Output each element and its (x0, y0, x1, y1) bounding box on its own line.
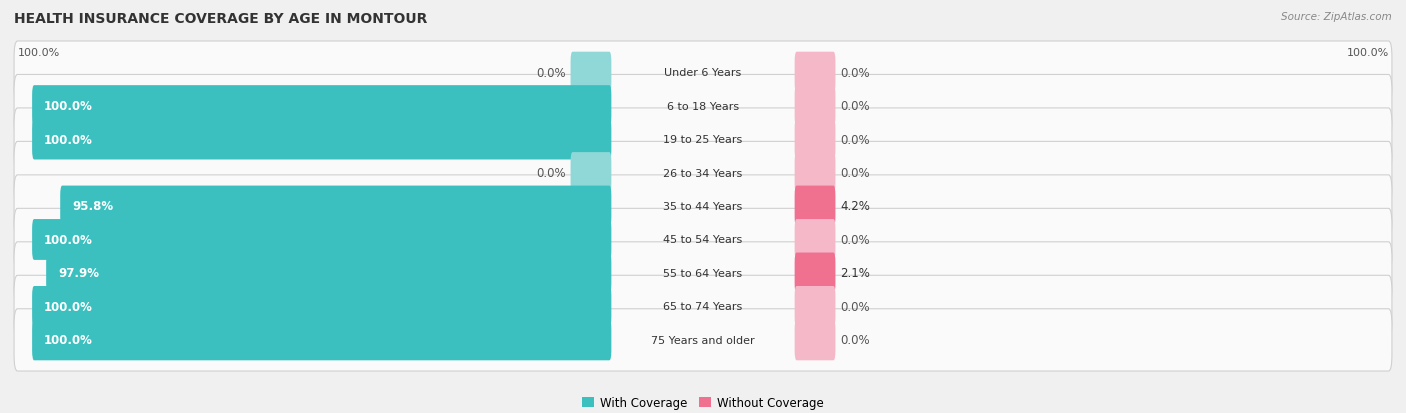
FancyBboxPatch shape (571, 52, 612, 93)
Text: 100.0%: 100.0% (17, 48, 59, 58)
Legend: With Coverage, Without Coverage: With Coverage, Without Coverage (578, 392, 828, 413)
Text: 0.0%: 0.0% (841, 66, 870, 79)
FancyBboxPatch shape (794, 186, 835, 227)
Text: 55 to 64 Years: 55 to 64 Years (664, 268, 742, 278)
Text: 0.0%: 0.0% (536, 166, 565, 180)
Text: 0.0%: 0.0% (536, 66, 565, 79)
FancyBboxPatch shape (794, 86, 835, 127)
FancyBboxPatch shape (794, 253, 835, 294)
Text: 0.0%: 0.0% (841, 334, 870, 347)
FancyBboxPatch shape (794, 119, 835, 160)
Text: 0.0%: 0.0% (841, 300, 870, 313)
Text: 2.1%: 2.1% (841, 267, 870, 280)
Text: 100.0%: 100.0% (44, 133, 93, 146)
FancyBboxPatch shape (14, 209, 1392, 271)
Text: 0.0%: 0.0% (841, 166, 870, 180)
Text: Source: ZipAtlas.com: Source: ZipAtlas.com (1281, 12, 1392, 22)
Text: 0.0%: 0.0% (841, 233, 870, 247)
FancyBboxPatch shape (14, 309, 1392, 371)
Text: 4.2%: 4.2% (841, 200, 870, 213)
FancyBboxPatch shape (32, 220, 612, 260)
FancyBboxPatch shape (32, 119, 612, 160)
FancyBboxPatch shape (14, 109, 1392, 171)
Text: 26 to 34 Years: 26 to 34 Years (664, 168, 742, 178)
FancyBboxPatch shape (14, 275, 1392, 338)
FancyBboxPatch shape (794, 153, 835, 193)
FancyBboxPatch shape (14, 176, 1392, 237)
FancyBboxPatch shape (571, 153, 612, 193)
FancyBboxPatch shape (14, 75, 1392, 138)
FancyBboxPatch shape (46, 253, 612, 294)
Text: 6 to 18 Years: 6 to 18 Years (666, 101, 740, 112)
FancyBboxPatch shape (794, 320, 835, 361)
Text: 65 to 74 Years: 65 to 74 Years (664, 301, 742, 312)
FancyBboxPatch shape (14, 142, 1392, 204)
Text: 100.0%: 100.0% (1347, 48, 1389, 58)
FancyBboxPatch shape (794, 52, 835, 93)
FancyBboxPatch shape (794, 220, 835, 260)
Text: 100.0%: 100.0% (44, 100, 93, 113)
FancyBboxPatch shape (794, 286, 835, 327)
Text: Under 6 Years: Under 6 Years (665, 68, 741, 78)
Text: 0.0%: 0.0% (841, 133, 870, 146)
FancyBboxPatch shape (60, 186, 612, 227)
Text: 35 to 44 Years: 35 to 44 Years (664, 202, 742, 211)
Text: 95.8%: 95.8% (72, 200, 114, 213)
Text: 100.0%: 100.0% (44, 233, 93, 247)
FancyBboxPatch shape (14, 242, 1392, 304)
FancyBboxPatch shape (32, 286, 612, 327)
Text: 45 to 54 Years: 45 to 54 Years (664, 235, 742, 245)
Text: 100.0%: 100.0% (44, 334, 93, 347)
Text: HEALTH INSURANCE COVERAGE BY AGE IN MONTOUR: HEALTH INSURANCE COVERAGE BY AGE IN MONT… (14, 12, 427, 26)
FancyBboxPatch shape (32, 320, 612, 361)
Text: 75 Years and older: 75 Years and older (651, 335, 755, 345)
Text: 100.0%: 100.0% (44, 300, 93, 313)
Text: 97.9%: 97.9% (58, 267, 100, 280)
FancyBboxPatch shape (14, 42, 1392, 104)
Text: 19 to 25 Years: 19 to 25 Years (664, 135, 742, 145)
FancyBboxPatch shape (32, 86, 612, 127)
Text: 0.0%: 0.0% (841, 100, 870, 113)
